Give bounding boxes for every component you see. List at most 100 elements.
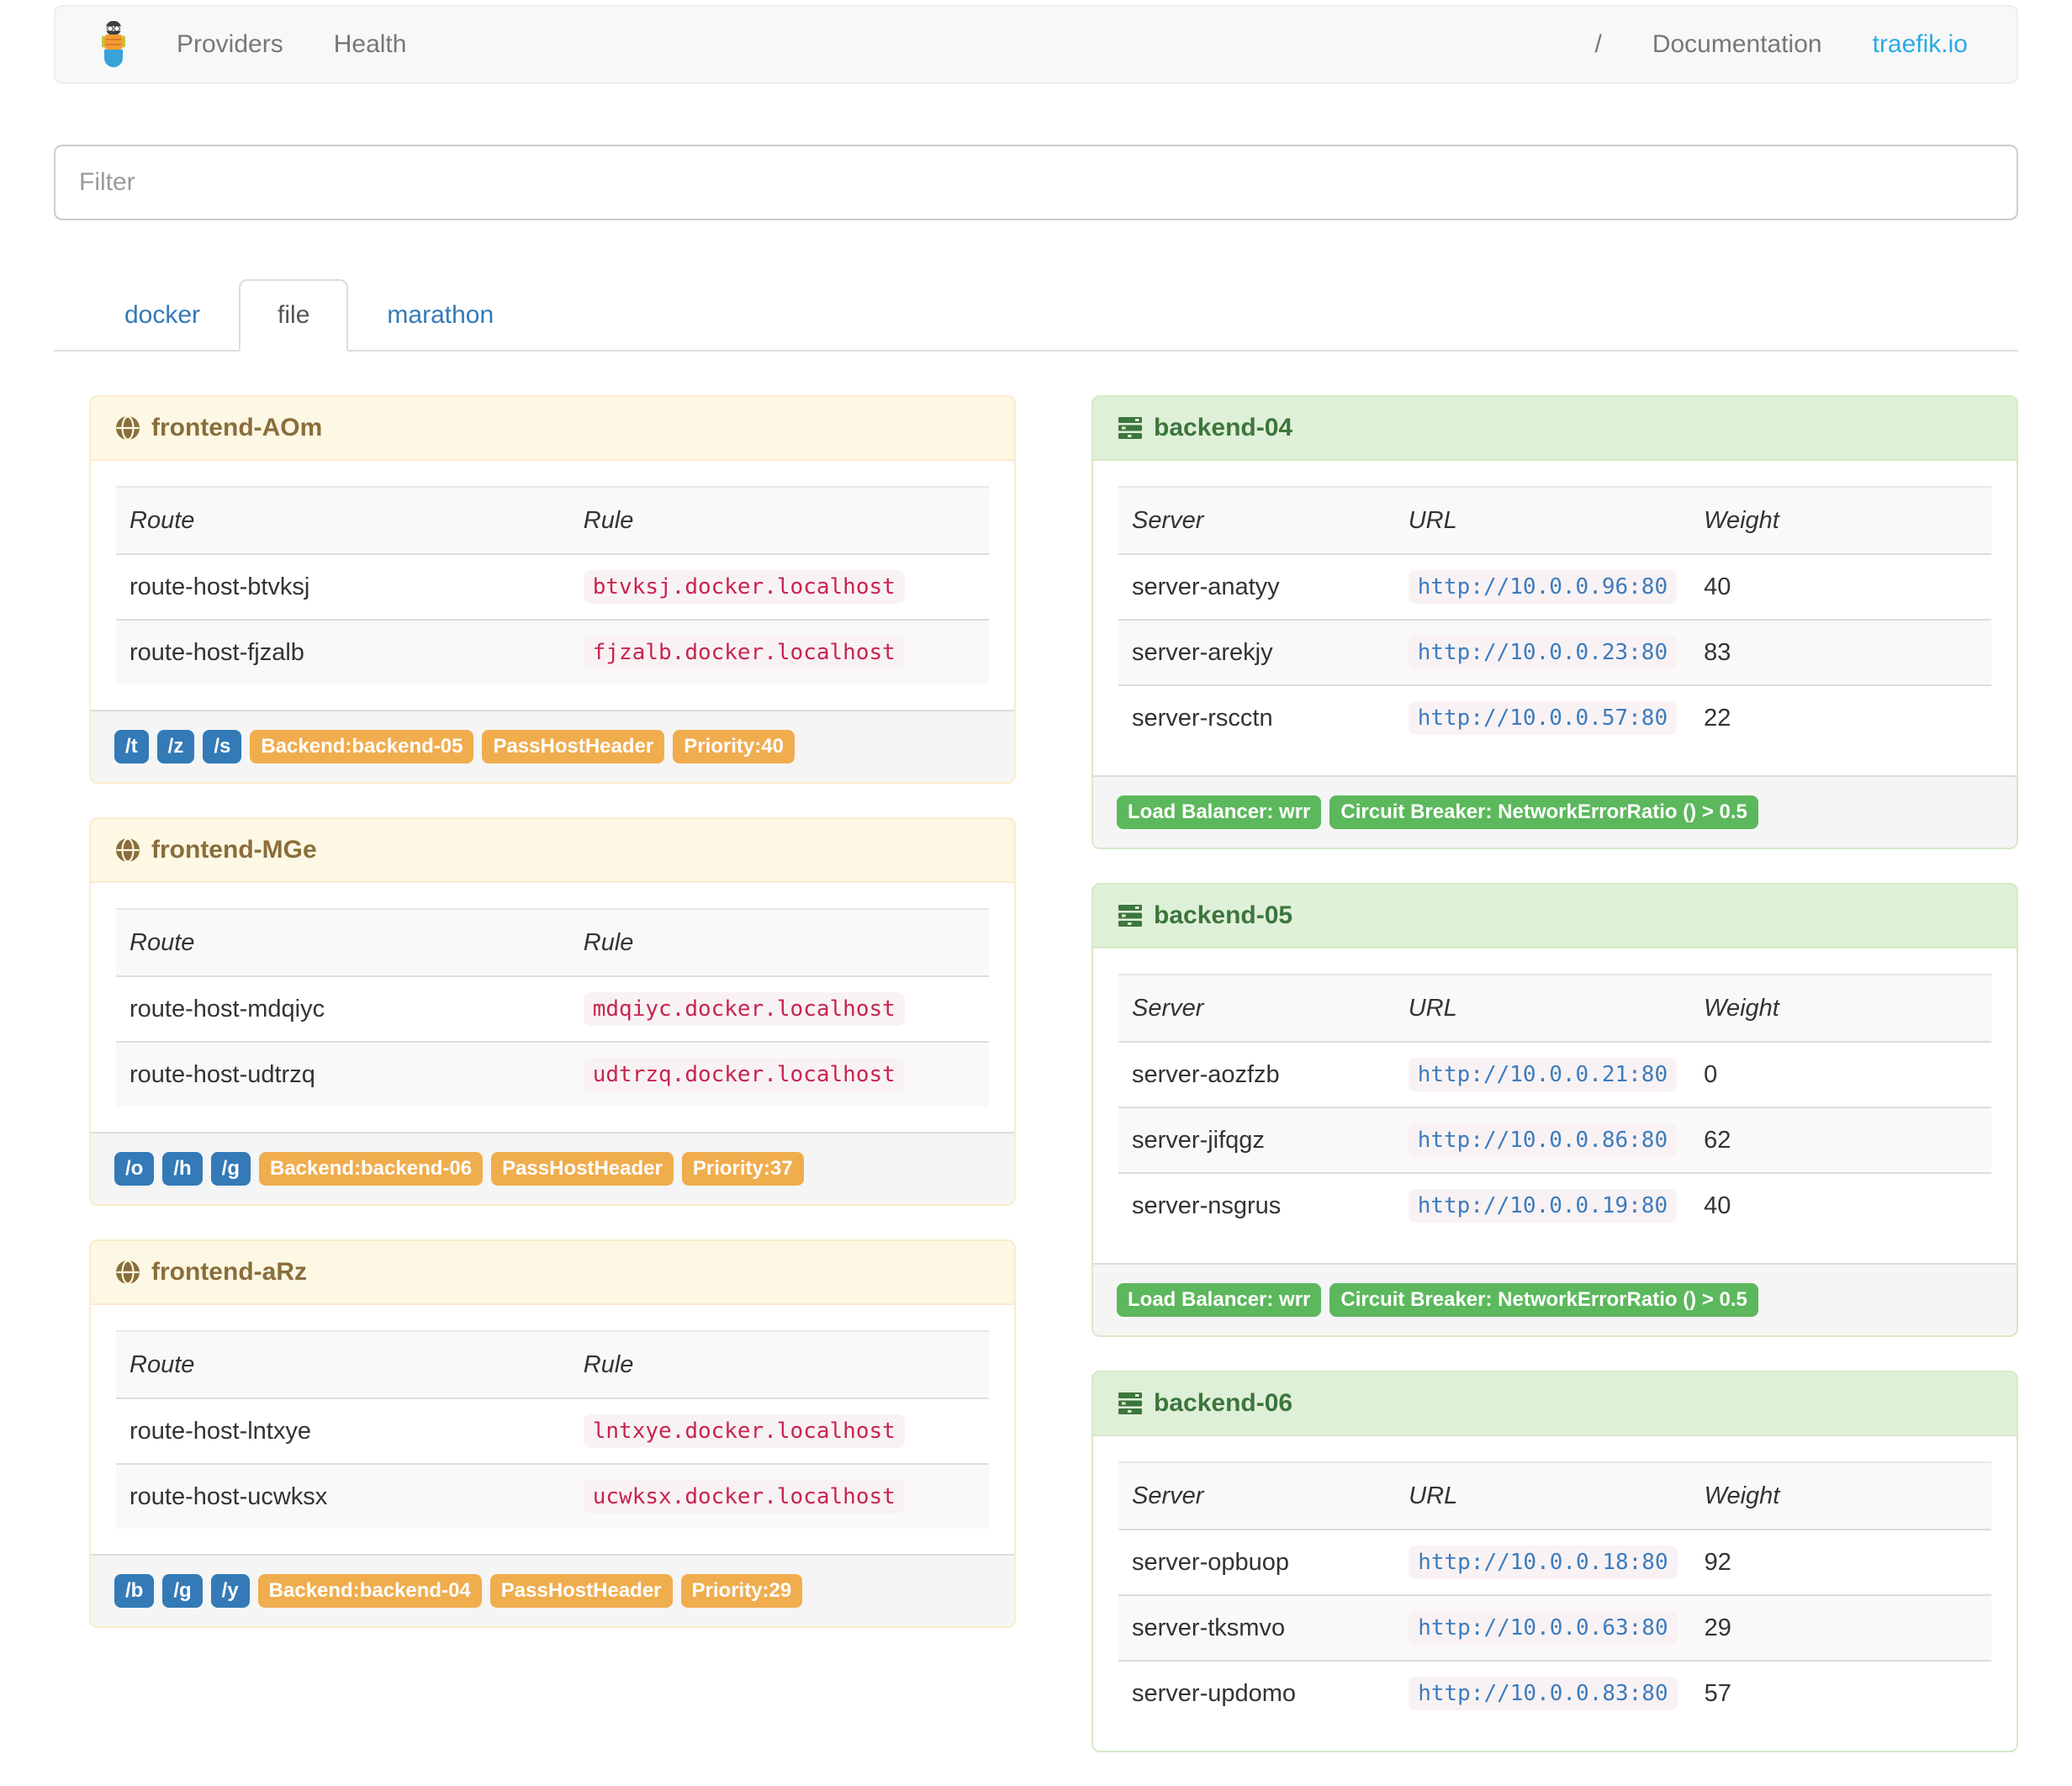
backend-title: backend-06 <box>1154 1389 1293 1417</box>
route-name: route-host-lntxye <box>116 1398 570 1465</box>
passhostheader-badge: PassHostHeader <box>489 1574 673 1608</box>
server-url-link[interactable]: http://10.0.0.18:80 <box>1418 1550 1668 1575</box>
column-header-route: Route <box>116 1330 570 1399</box>
table-row: server-tksmvo http://10.0.0.63:80 29 <box>1118 1595 1991 1662</box>
table-row: route-host-udtrzq udtrzq.docker.localhos… <box>116 1042 989 1107</box>
column-header-route: Route <box>116 486 570 555</box>
table-row: server-aozfzb http://10.0.0.21:80 0 <box>1118 1042 1991 1108</box>
backends-column: backend-04 Server URL Weight <box>1092 395 2018 1786</box>
nav-link-providers[interactable]: Providers <box>177 30 283 58</box>
server-weight: 29 <box>1690 1595 1991 1662</box>
column-header-route: Route <box>116 908 570 977</box>
servers-table: Server URL Weight server-opbuop http://1… <box>1118 1461 1991 1725</box>
backend-card-05: backend-05 Server URL Weight <box>1092 883 2018 1337</box>
rule-code: fjzalb.docker.localhost <box>583 636 905 669</box>
load-balancer-badge: Load Balancer: wrr <box>1117 795 1322 829</box>
column-header-weight: Weight <box>1690 1461 1991 1530</box>
table-row: route-host-lntxye lntxye.docker.localhos… <box>116 1398 989 1465</box>
navbar-right: / Documentation traefik.io <box>1569 7 1993 82</box>
column-header-rule: Rule <box>569 908 989 977</box>
frontend-card-header: frontend-aRz <box>91 1241 1014 1305</box>
nav-link-traefik-io[interactable]: traefik.io <box>1872 30 1968 58</box>
provider-tabs: docker file marathon <box>54 279 2018 351</box>
servers-table: Server URL Weight server-anatyy http://1… <box>1118 486 1991 750</box>
frontend-title: frontend-aRz <box>151 1258 307 1286</box>
frontend-card-aom: frontend-AOm Route Rule ro <box>89 395 1016 784</box>
filter-input[interactable] <box>54 145 2018 220</box>
nav-link-health[interactable]: Health <box>333 30 407 58</box>
entrypoint-badge: /o <box>114 1152 155 1186</box>
navbar-left: Providers Health <box>79 7 431 82</box>
route-name: route-host-udtrzq <box>130 1060 315 1088</box>
nav-link-root[interactable]: / <box>1594 30 1602 58</box>
tab-file[interactable]: file <box>239 279 349 351</box>
backend-card-header: backend-04 <box>1093 397 2016 461</box>
column-header-rule: Rule <box>569 1330 989 1399</box>
frontend-card-footer: /o /h /g Backend:backend-06 PassHostHead… <box>91 1132 1014 1204</box>
server-weight: 83 <box>1690 620 1991 686</box>
column-header-weight: Weight <box>1690 486 1991 555</box>
server-name: server-rscctn <box>1132 704 1273 732</box>
globe-icon <box>114 1259 141 1286</box>
servers-table: Server URL Weight server-aozfzb http://1… <box>1118 974 1991 1238</box>
frontend-title: frontend-AOm <box>151 414 323 441</box>
traefik-logo[interactable] <box>79 20 151 69</box>
frontend-card-footer: /t /z /s Backend:backend-05 PassHostHead… <box>91 710 1014 782</box>
circuit-breaker-badge: Circuit Breaker: NetworkErrorRatio () > … <box>1329 795 1758 829</box>
table-row: server-opbuop http://10.0.0.18:80 92 <box>1118 1530 1991 1596</box>
rule-code: udtrzq.docker.localhost <box>583 1058 905 1091</box>
server-url-link[interactable]: http://10.0.0.96:80 <box>1417 574 1668 600</box>
route-name: route-host-btvksj <box>116 554 570 621</box>
route-name: route-host-ucwksx <box>130 1482 328 1510</box>
server-name: server-updomo <box>1132 1679 1297 1707</box>
circuit-breaker-badge: Circuit Breaker: NetworkErrorRatio () > … <box>1329 1283 1758 1317</box>
entrypoint-badge: /b <box>114 1574 155 1608</box>
backend-ref-badge: Backend:backend-04 <box>257 1574 482 1608</box>
frontend-card-header: frontend-MGe <box>91 819 1014 883</box>
server-weight: 40 <box>1690 554 1991 621</box>
route-name: route-host-fjzalb <box>130 638 304 666</box>
column-header-server: Server <box>1118 1461 1396 1530</box>
tab-docker[interactable]: docker <box>124 301 201 329</box>
nav-link-documentation[interactable]: Documentation <box>1652 30 1822 58</box>
table-row: route-host-mdqiyc mdqiyc.docker.localhos… <box>116 976 989 1043</box>
backend-title: backend-04 <box>1154 414 1293 441</box>
server-name: server-tksmvo <box>1118 1595 1396 1662</box>
rule-code: btvksj.docker.localhost <box>583 570 905 604</box>
entrypoint-badge: /z <box>156 730 195 764</box>
server-name: server-aozfzb <box>1118 1042 1395 1108</box>
globe-icon <box>114 837 141 864</box>
server-name: server-anatyy <box>1118 554 1395 621</box>
server-url-link[interactable]: http://10.0.0.21:80 <box>1417 1062 1668 1087</box>
navbar: Providers Health / Documentation traefik… <box>54 5 2018 84</box>
server-url-link[interactable]: http://10.0.0.63:80 <box>1418 1615 1668 1641</box>
traefik-logo-icon <box>101 20 126 69</box>
backend-card-header: backend-05 <box>1093 885 2016 948</box>
server-weight: 0 <box>1690 1042 1991 1108</box>
tab-marathon[interactable]: marathon <box>387 301 494 329</box>
priority-badge: Priority:40 <box>673 730 795 764</box>
column-header-weight: Weight <box>1690 974 1991 1043</box>
server-url-link[interactable]: http://10.0.0.23:80 <box>1417 640 1668 665</box>
column-header-server: Server <box>1118 486 1395 555</box>
main-content: frontend-AOm Route Rule ro <box>54 395 2018 1786</box>
frontends-column: frontend-AOm Route Rule ro <box>89 395 1016 1662</box>
table-row: server-jifqgz http://10.0.0.86:80 62 <box>1118 1107 1991 1174</box>
server-url-link[interactable]: http://10.0.0.83:80 <box>1418 1681 1668 1706</box>
server-url-link[interactable]: http://10.0.0.86:80 <box>1417 1128 1668 1153</box>
server-name: server-arekjy <box>1118 620 1395 686</box>
server-weight: 92 <box>1690 1530 1991 1596</box>
entrypoint-badge: /t <box>114 730 149 764</box>
server-weight: 62 <box>1690 1107 1991 1174</box>
backend-card-footer: Load Balancer: wrr Circuit Breaker: Netw… <box>1093 775 2016 848</box>
table-row: server-updomo http://10.0.0.83:80 57 <box>1118 1661 1991 1725</box>
frontend-card-body: Route Rule route-host-mdqiyc mdqiyc.dock… <box>91 883 1014 1132</box>
table-row: route-host-ucwksx ucwksx.docker.localhos… <box>116 1464 989 1529</box>
server-url-link[interactable]: http://10.0.0.19:80 <box>1417 1193 1668 1218</box>
column-header-url: URL <box>1394 974 1691 1043</box>
server-url-link[interactable]: http://10.0.0.57:80 <box>1417 705 1668 731</box>
column-header-rule: Rule <box>569 486 989 555</box>
passhostheader-badge: PassHostHeader <box>491 1152 674 1186</box>
backend-card-footer: Load Balancer: wrr Circuit Breaker: Netw… <box>1093 1263 2016 1335</box>
backend-title: backend-05 <box>1154 901 1293 929</box>
